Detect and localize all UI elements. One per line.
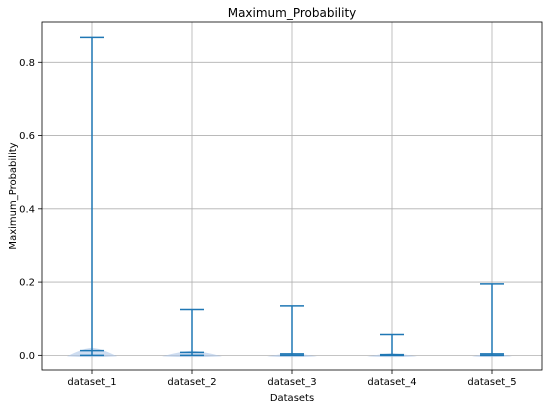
y-tick-label: 0.8 [19,58,35,69]
violin-dataset_5 [472,283,512,358]
y-tick-label: 0.2 [19,278,35,289]
x-tick-label: dataset_1 [67,377,116,388]
violin-dataset_4 [367,333,417,358]
x-tick-label: dataset_5 [467,377,516,388]
x-tick-label: dataset_2 [167,377,216,388]
y-tick-label: 0.6 [19,131,35,142]
y-tick-label: 0.4 [19,204,35,215]
violin-dataset_3 [267,305,317,358]
y-axis: 0.0 0.2 0.4 0.6 0.8 [19,58,42,362]
violins [67,36,512,358]
y-tick-label: 0.0 [19,351,35,362]
chart-title: Maximum_Probability [228,6,357,20]
x-tick-label: dataset_4 [367,377,416,388]
y-axis-label: Maximum_Probability [8,142,19,249]
x-axis-label: Datasets [270,393,314,404]
violin-dataset_1 [67,36,117,358]
x-tick-label: dataset_3 [267,377,316,388]
x-axis: dataset_1 dataset_2 dataset_3 dataset_4 data… [67,370,517,388]
violin-dataset_2 [162,308,222,358]
